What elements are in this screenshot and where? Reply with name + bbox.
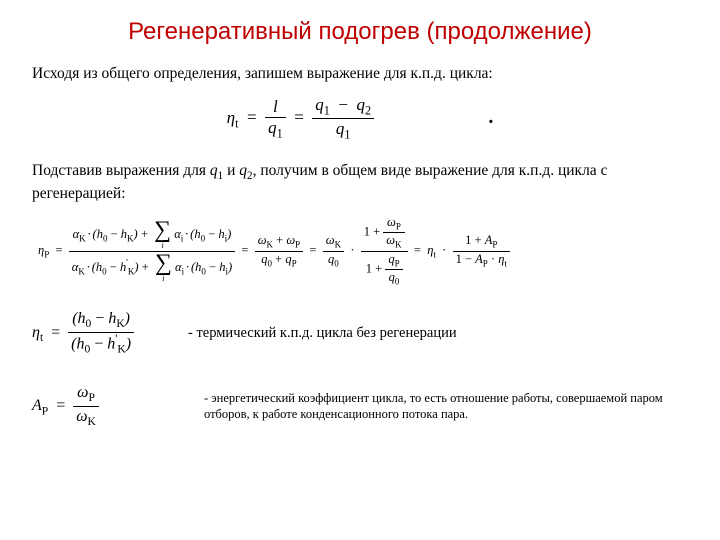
formula-ap: AP = ωP ωK: [32, 383, 152, 430]
sigma-icon: ∑i: [155, 252, 172, 284]
desc-eta-t: - термический к.п.д. цикла без регенерац…: [152, 324, 688, 342]
full-stop-icon: .: [488, 106, 493, 128]
fraction-q1q2-over-q1: q1 − q2 q1: [312, 95, 374, 142]
equation-efficiency-regeneration: ηP = αK·(h0 − hK) + ∑i αi·(h0 − hi) αK·(…: [32, 215, 688, 287]
intro-paragraph: Исходя из общего определения, запишем вы…: [32, 64, 688, 83]
slide-title: Регенеративный подогрев (продолжение): [32, 18, 688, 46]
definition-ap: AP = ωP ωK - энергетический коэффициент …: [32, 383, 688, 430]
fraction-l-over-q1: l q1: [265, 97, 286, 141]
slide: Регенеративный подогрев (продолжение) Ис…: [0, 0, 720, 540]
fraction-one-plus: 1 + ωPωK 1 + qPq0: [361, 215, 408, 287]
sigma-icon: ∑i: [154, 219, 171, 251]
equation-efficiency-basic: ηt = l q1 = q1 − q2 q1 .: [32, 95, 688, 142]
eta-p: ηP: [38, 243, 49, 257]
substitution-paragraph: Подставив выражения для q1 и q2, получим…: [32, 161, 688, 203]
fraction-omega-q: ωK + ωP q0 + qP: [255, 233, 303, 269]
definition-eta-t: ηt = (h0 − hK) (h0 − h'K) - термический …: [32, 309, 688, 357]
fraction-ap: 1 + AP 1 − AP · ηt: [453, 233, 510, 269]
fraction-omega-ratio: ωK q0: [323, 233, 344, 269]
formula-eta-t: ηt = (h0 − hK) (h0 − h'K): [32, 309, 152, 357]
eta-t: ηt: [227, 108, 243, 127]
desc-ap: - энергетический коэффициент цикла, то е…: [152, 391, 688, 422]
fraction-main-ratio: αK·(h0 − hK) + ∑i αi·(h0 − hi) αK·(h0 − …: [69, 219, 235, 284]
